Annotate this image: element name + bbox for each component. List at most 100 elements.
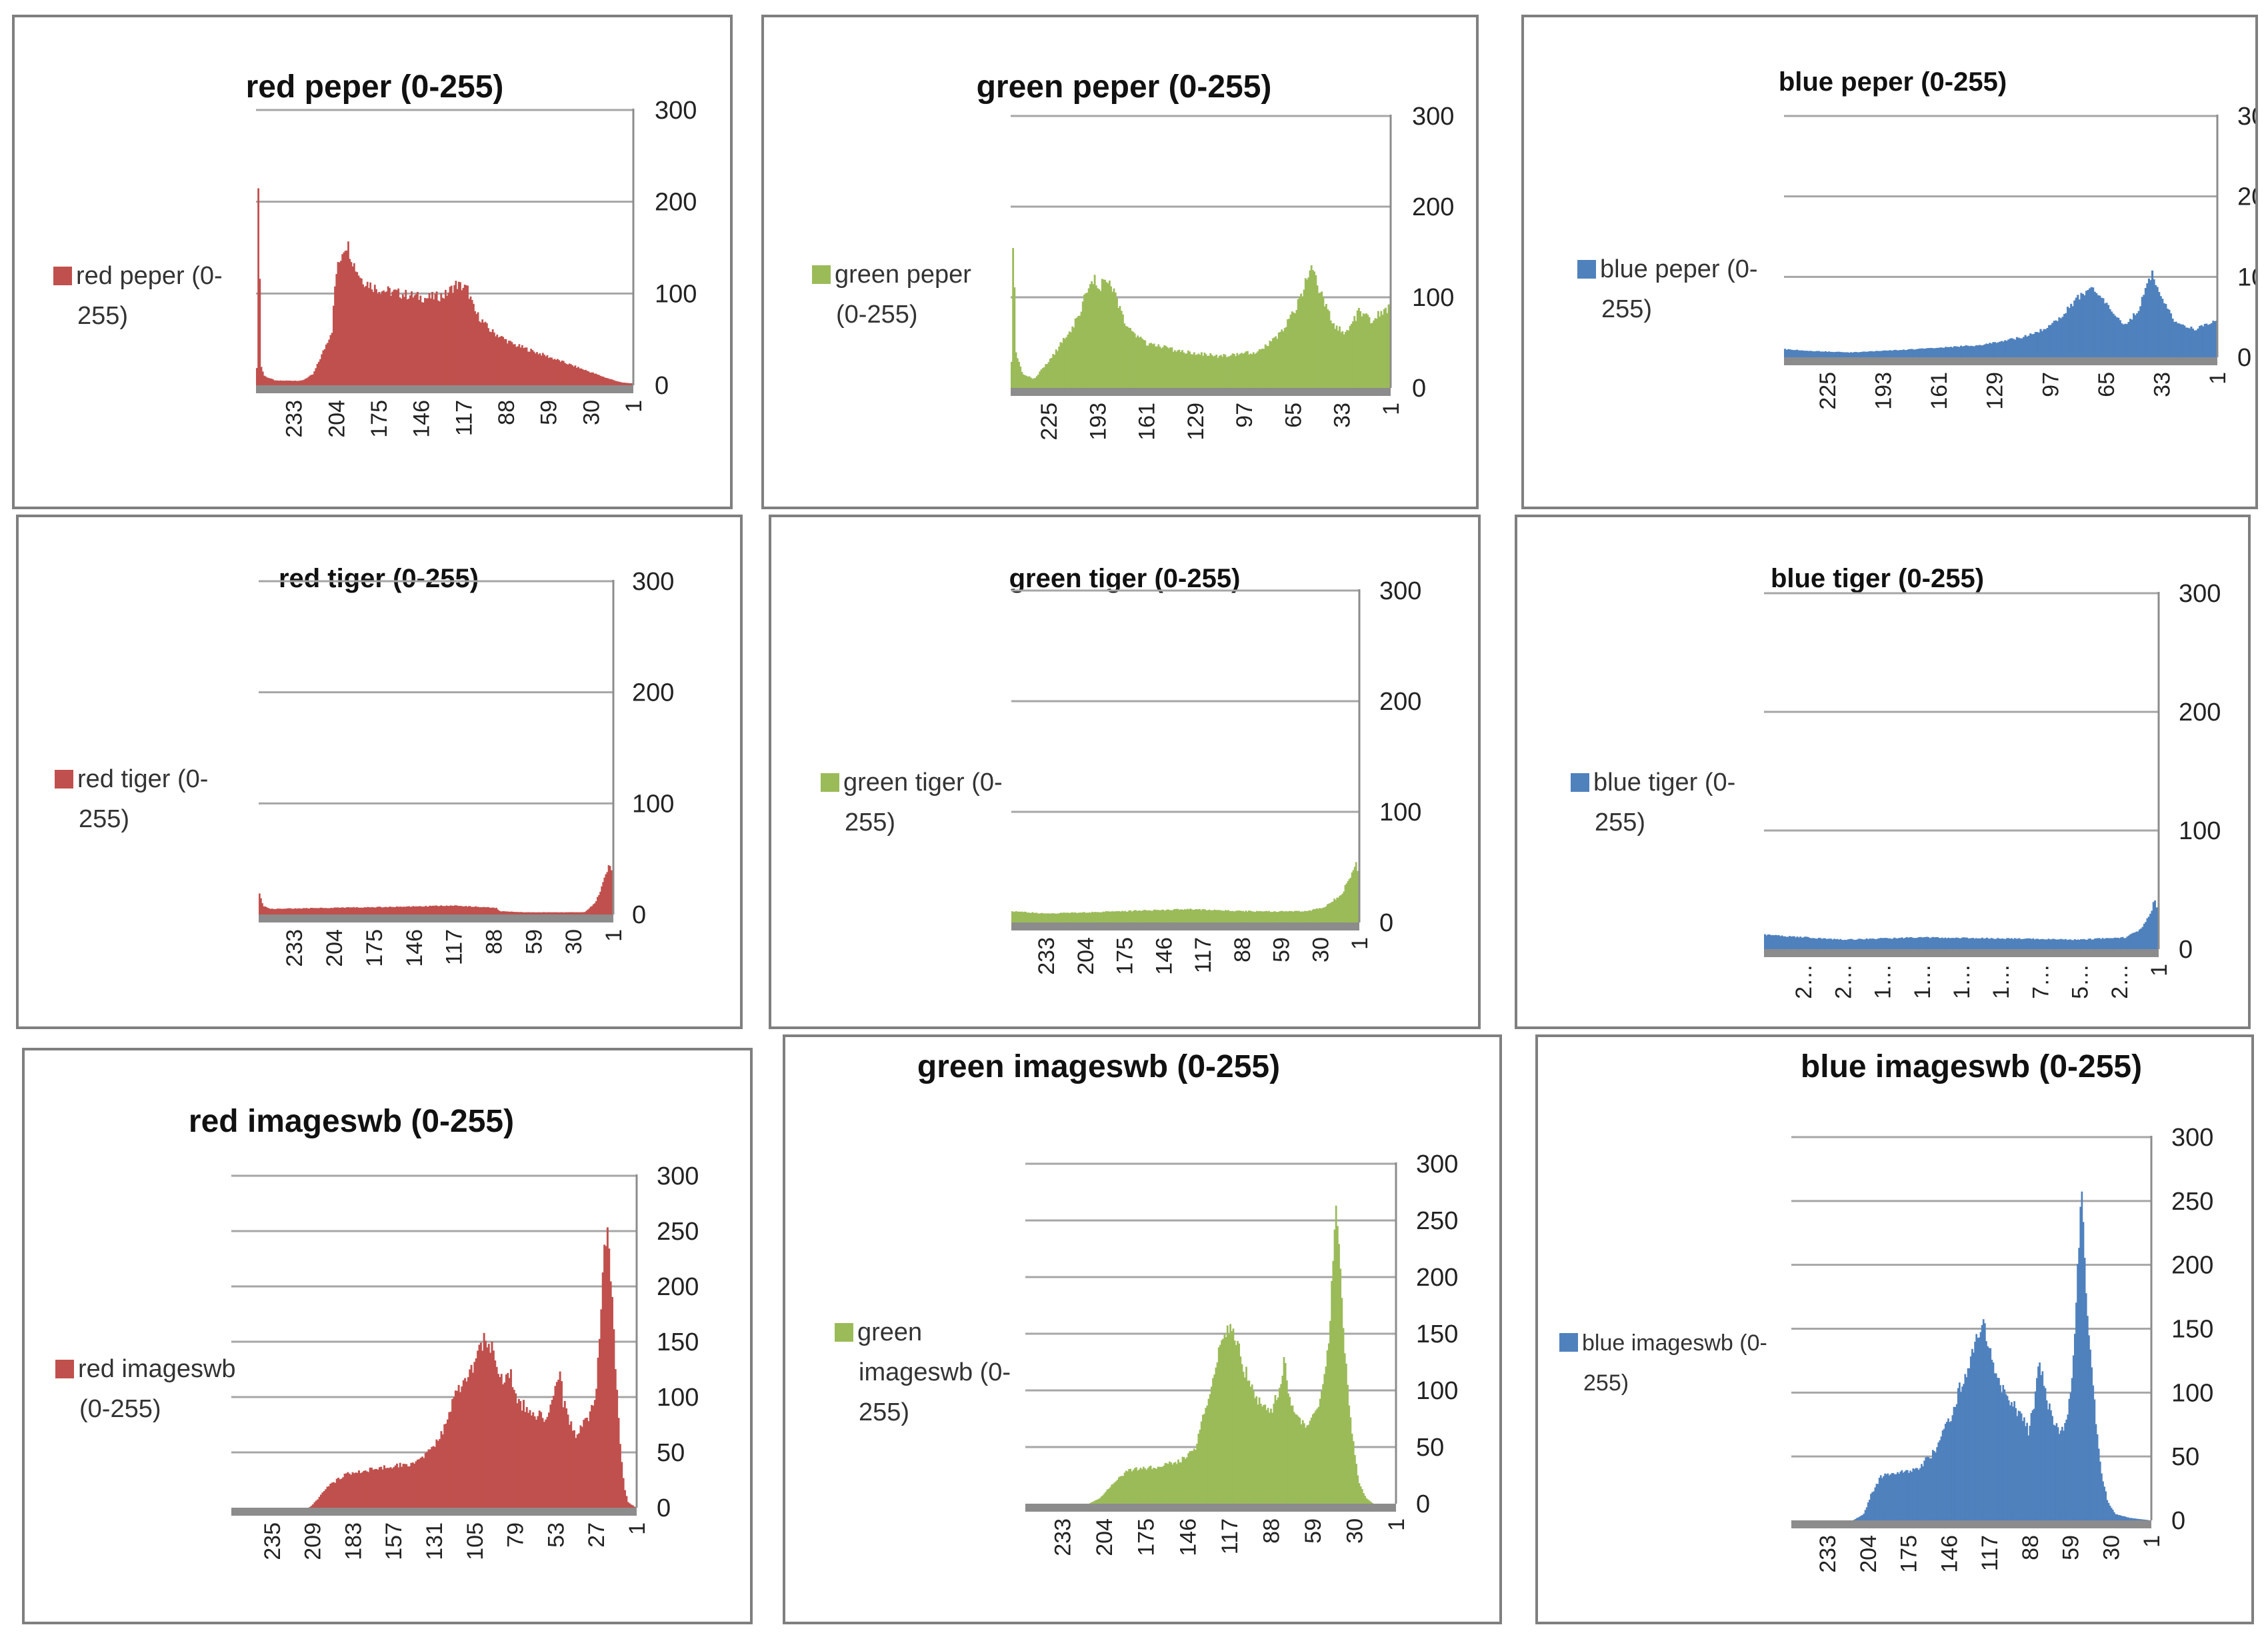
histogram-bar: [567, 1414, 569, 1508]
y-tick-label: 300: [1412, 103, 1454, 131]
histogram-bar: [2107, 938, 2110, 949]
histogram-bar: [1279, 1388, 1281, 1504]
histogram-bar: [1226, 1325, 1229, 1504]
histogram-bar: [1885, 938, 1888, 949]
histogram-bar: [1793, 936, 1795, 949]
histogram-bar: [1156, 346, 1159, 388]
histogram-bar: [491, 329, 494, 385]
histogram-bar: [1177, 908, 1179, 922]
histogram-bar: [1293, 312, 1295, 388]
histogram-bar: [375, 289, 377, 385]
histogram-bar: [507, 1372, 509, 1508]
histogram-bar: [1349, 877, 1352, 922]
histogram-bar: [2040, 1375, 2043, 1520]
histogram-bar: [1273, 337, 1275, 388]
histogram-bar: [1042, 913, 1045, 922]
histogram-bar: [1097, 912, 1099, 922]
histogram-bar: [279, 908, 281, 914]
histogram-bar: [536, 352, 538, 385]
histogram-bar: [516, 912, 519, 914]
histogram-bar: [261, 903, 263, 914]
histogram-bar: [1804, 936, 1807, 949]
histogram-bar: [1236, 353, 1239, 388]
histogram-bar: [1351, 1434, 1353, 1504]
histogram-bar: [1270, 1408, 1272, 1504]
histogram-bar: [265, 906, 268, 914]
histogram-bar: [1882, 350, 1885, 357]
histogram-bar: [377, 293, 379, 385]
histogram-bar: [1861, 351, 1864, 357]
histogram-bar: [1985, 1341, 1987, 1520]
histogram-bar: [543, 355, 545, 385]
histogram-bar: [401, 1466, 403, 1508]
histogram-bar: [1239, 1356, 1242, 1504]
histogram-bar: [1313, 908, 1315, 922]
histogram-bar: [1071, 326, 1074, 388]
histogram-bar: [2117, 317, 2120, 357]
histogram-bar: [489, 331, 491, 385]
histogram-bar: [534, 353, 537, 385]
histogram-bar: [413, 906, 416, 914]
histogram-bar: [1842, 940, 1845, 949]
histogram-bar: [2149, 280, 2152, 357]
histogram-bar: [1241, 1364, 1243, 1504]
y-tick-label: 300: [655, 97, 697, 125]
histogram-bar: [2129, 319, 2132, 357]
histogram-bar: [1237, 910, 1239, 922]
histogram-bar: [2044, 939, 2047, 949]
histogram-bar: [269, 378, 271, 385]
histogram-bar: [1916, 937, 1919, 949]
histogram-bar: [529, 351, 531, 385]
histogram-bar: [1031, 379, 1033, 388]
histogram-bar: [1111, 911, 1114, 922]
histogram-bar: [1174, 1462, 1177, 1504]
histogram-bar: [408, 906, 411, 914]
legend-label: green: [857, 1318, 922, 1346]
histogram-bar: [407, 299, 410, 385]
histogram-bar: [1345, 1363, 1347, 1504]
histogram-bar: [1060, 912, 1063, 922]
histogram-bar: [491, 907, 493, 914]
x-tick-label: 175: [367, 400, 392, 438]
legend-label: (0-255): [836, 301, 918, 329]
y-tick-label: 250: [1416, 1207, 1458, 1235]
histogram-bar: [1971, 1348, 1973, 1520]
histogram-bar: [1988, 1348, 1991, 1520]
histogram-bar: [289, 381, 292, 385]
histogram-bar: [2051, 323, 2054, 357]
histogram-bar: [1247, 351, 1249, 388]
histogram-bar: [1869, 938, 1871, 949]
histogram-bar: [1863, 1513, 1865, 1520]
histogram-bar: [379, 906, 381, 914]
histogram-bar: [1344, 331, 1347, 388]
histogram-bar: [1264, 1404, 1267, 1504]
histogram-bar: [343, 907, 345, 914]
histogram-bar: [1838, 939, 1840, 949]
histogram-bar: [1953, 346, 1956, 357]
histogram-bar: [1968, 346, 1971, 357]
histogram-bar: [557, 1379, 560, 1508]
histogram-bar: [493, 332, 495, 385]
x-tick-label: 161: [1927, 372, 1952, 410]
histogram-bar: [1909, 937, 1911, 949]
y-tick-label: 200: [2237, 183, 2255, 211]
histogram-bar: [2131, 319, 2133, 357]
histogram-bar: [310, 1506, 313, 1508]
histogram-bar: [1889, 1474, 1892, 1520]
histogram-bar: [580, 912, 582, 914]
histogram-bar: [1293, 1412, 1295, 1504]
histogram-bar: [575, 1438, 577, 1508]
histogram-bar: [1289, 315, 1292, 388]
x-tick-label: 27: [584, 1522, 609, 1548]
histogram-bar: [1770, 935, 1773, 949]
histogram-bar: [1253, 911, 1255, 922]
histogram-bar: [1123, 323, 1126, 388]
histogram-bar: [353, 263, 355, 385]
histogram-bar: [296, 908, 298, 914]
histogram-bar: [1909, 349, 1912, 357]
histogram-bar: [602, 377, 605, 385]
histogram-bar: [1856, 1518, 1858, 1520]
histogram-bar: [1958, 938, 1961, 949]
histogram-bar: [578, 1433, 581, 1508]
histogram-bar: [481, 319, 484, 385]
